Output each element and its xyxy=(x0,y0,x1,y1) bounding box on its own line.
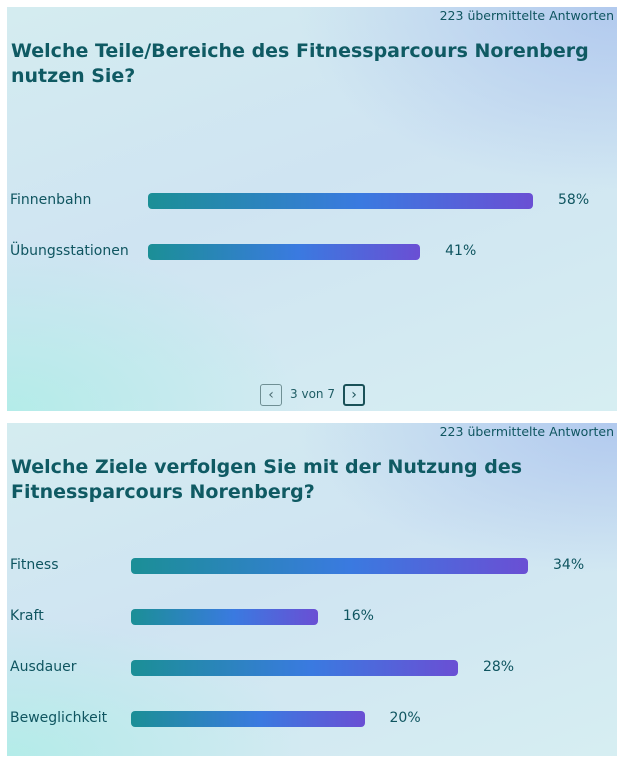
bar-row-kraft: Kraft 16% xyxy=(7,606,617,628)
bar-uebungsstationen xyxy=(148,244,421,260)
bar-label: Kraft xyxy=(10,608,44,624)
bar-row-fitness: Fitness 34% xyxy=(7,555,617,577)
bar-row-beweglichkeit: Beweglichkeit 20% xyxy=(7,708,617,730)
bar-label: Beweglichkeit xyxy=(10,710,108,726)
bar-row-finnenbahn: Finnenbahn 58% xyxy=(7,190,617,212)
next-page-button[interactable]: › xyxy=(343,384,365,406)
bar-fitness xyxy=(131,558,528,574)
chart-panel-2: 223 übermittelte Antworten Welche Ziele … xyxy=(7,423,617,756)
bar-value: 28% xyxy=(482,659,515,675)
bar-ausdauer xyxy=(131,660,458,676)
bar-value: 41% xyxy=(445,243,477,259)
bar-beweglichkeit xyxy=(131,711,365,727)
response-count: 223 übermittelte Antworten xyxy=(439,424,614,439)
chart-panel-1: 223 übermittelte Antworten Welche Teile/… xyxy=(7,7,617,411)
question-title: Welche Teile/Bereiche des Fitnessparcour… xyxy=(11,40,589,87)
question-title: Welche Ziele verfolgen Sie mit der Nutzu… xyxy=(11,456,523,503)
bar-label: Übungsstationen xyxy=(10,243,129,259)
bar-value: 34% xyxy=(553,557,585,573)
bar-row-ausdauer: Ausdauer 28% xyxy=(7,657,617,679)
bar-value: 58% xyxy=(558,192,590,208)
bar-label: Fitness xyxy=(10,557,59,573)
bar-row-uebungsstationen: Übungsstationen 41% xyxy=(7,241,617,263)
bar-kraft xyxy=(131,609,318,625)
bar-label: Ausdauer xyxy=(10,659,77,675)
bar-finnenbahn xyxy=(148,193,533,209)
previous-page-button[interactable]: ‹ xyxy=(260,384,282,406)
response-count: 223 übermittelte Antworten xyxy=(439,8,614,23)
page-indicator: 3 von 7 xyxy=(290,387,335,401)
bar-label: Finnenbahn xyxy=(10,192,92,208)
bar-value: 16% xyxy=(342,608,374,624)
bar-value: 20% xyxy=(389,710,421,726)
chevron-left-icon: ‹ xyxy=(268,387,274,403)
pagination: ‹ 3 von 7 › xyxy=(260,384,366,408)
chevron-right-icon: › xyxy=(351,387,357,403)
